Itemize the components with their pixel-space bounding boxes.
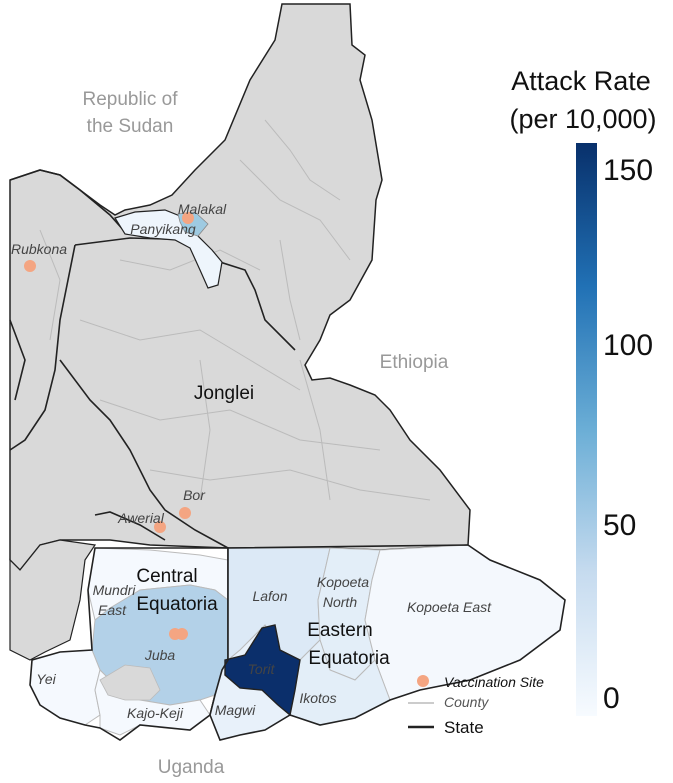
legend-tick-50: 50 [603,509,636,542]
key-label-vaccination-site: Vaccination Site [444,674,544,690]
vaccination-site-marker[interactable] [179,507,191,519]
vaccination-site-marker[interactable] [24,260,36,272]
vaccination-site-marker[interactable] [182,212,194,224]
grey-land-west-strip [9,539,97,661]
county-line [149,469,431,501]
country-label-sudan-2: the Sudan [87,116,174,137]
county-label-ikotos: Ikotos [299,690,336,706]
county-line [39,229,61,341]
state-line [94,511,166,541]
legend-title-line2: (per 10,000) [509,104,656,134]
state-label-jonglei: Jonglei [194,383,254,404]
state-label-eastern-2: Equatoria [308,648,390,669]
state-line [74,237,296,351]
county-label-awerial: Awerial [117,510,165,526]
county-label-mundri-2: East [98,602,127,618]
vaccination-site-marker[interactable] [176,628,188,640]
state-lines [9,169,296,549]
county-label-torit: Torit [248,661,276,677]
county-line [299,359,331,501]
country-label-sudan-1: Republic of [82,89,178,110]
county-label-yei: Yei [36,671,56,687]
county-line [99,399,381,451]
county-label-rubkona: Rubkona [11,241,67,257]
key-label-state: State [444,718,484,737]
county-line [199,359,211,501]
county-line [239,159,351,261]
county-label-kajo-keji: Kajo-Keji [127,705,184,721]
county-label-magwi: Magwi [215,702,256,718]
central-equatoria [29,547,229,741]
county-label-kopoeta-east: Kopoeta East [407,599,492,615]
county-label-mundri-1: Mundri [93,582,137,598]
attack-rate-legend: Attack Rate (per 10,000) 150 100 50 0 [509,66,657,716]
grey-land-region [9,3,471,572]
county-label-lafon: Lafon [252,588,287,604]
county-line [279,239,301,341]
country-label-ethiopia: Ethiopia [380,352,449,373]
county-label-malakal: Malakal [178,201,227,217]
state-line [9,319,26,401]
symbol-key: Vaccination Site County State [408,674,544,737]
county-lines [39,119,431,501]
state-line [59,359,229,549]
state-line [9,244,76,451]
eastern-equatoria-outline [209,544,566,741]
eastern-equatoria [209,544,566,741]
vaccination-sites [24,212,194,640]
county-line [264,119,341,201]
county-label-juba: Juba [144,647,176,663]
legend-title-line1: Attack Rate [511,66,651,96]
legend-tick-100: 100 [603,329,653,362]
state-line [9,169,126,233]
country-label-uganda: Uganda [158,757,225,778]
key-label-county: County [444,694,489,710]
county-label-kopoeta-north-1: Kopoeta [317,574,369,590]
state-label-eastern-1: Eastern [307,620,372,641]
key-vaccination-marker [417,675,429,687]
county-yei[interactable] [29,649,101,726]
legend-tick-150: 150 [603,154,653,187]
legend-tick-0: 0 [603,682,620,715]
state-label-central-2: Equatoria [136,594,218,615]
county-label-kopoeta-north-2: North [323,594,357,610]
vaccination-site-marker[interactable] [154,521,166,533]
county-label-panyikang: Panyikang [130,221,196,237]
legend-color-bar [576,143,597,716]
county-torit[interactable] [224,624,301,717]
state-label-central-1: Central [136,566,197,587]
county-juba-grey-area [99,664,161,701]
county-line [79,319,301,391]
county-label-bor: Bor [183,487,206,503]
